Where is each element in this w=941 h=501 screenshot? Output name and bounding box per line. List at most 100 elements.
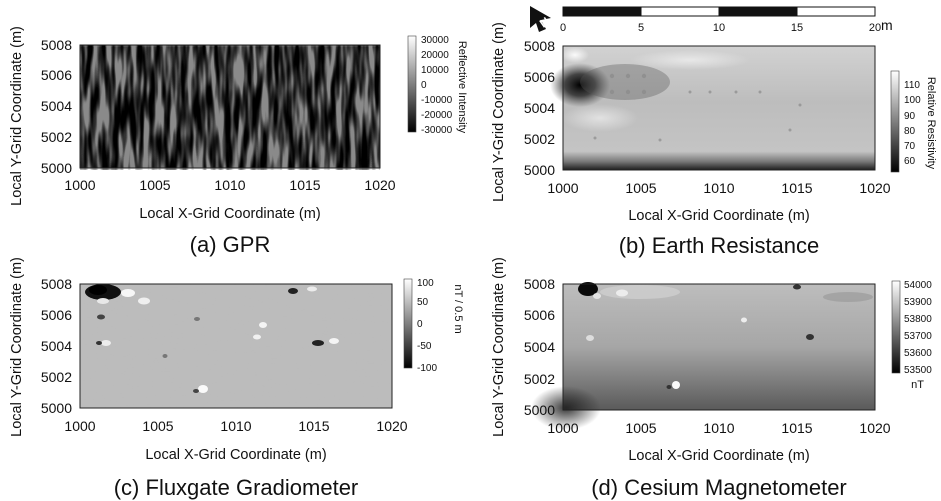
gpr-x-tick: 1010 [214,177,245,193]
fg-y-tick: 5004 [41,338,72,354]
er-colorbar-label: Relative Resistivity [925,77,937,170]
er-colorbar-tick: 60 [904,156,916,167]
gpr-plot-frame [79,44,381,169]
fg-y-tick: 5008 [41,276,72,292]
cs-colorbar-ramp [891,280,901,374]
er-y-tick: 5002 [524,131,555,147]
gpr-colorbar-tick: -20000 [421,110,453,121]
gpr-colorbar-tick: 20000 [421,50,449,61]
gpr-colorbar: 30000 20000 10000 0 -10000 -20000 -30000… [407,35,468,136]
fg-x-axis-label: Local X-Grid Coordinate (m) [145,447,326,463]
gpr-caption: (a) GPR [190,232,271,257]
er-scale-tick: 15 [791,22,803,34]
er-x-ticks: 1000 1005 1010 1015 1020 [547,180,890,196]
cs-x-ticks: 1000 1005 1010 1015 1020 [547,420,890,436]
gpr-heatmap [80,45,380,170]
er-x-tick: 1010 [703,180,734,196]
gpr-y-tick: 5004 [41,98,72,114]
er-scale-tick: 20 [869,22,881,34]
cs-caption: (d) Cesium Magnetometer [591,475,847,500]
fg-colorbar: 100 50 0 -50 -100 nT / 0.5 m [403,278,464,374]
gpr-colorbar-ramp [407,35,417,133]
fg-plot-frame [79,283,393,409]
fg-y-tick: 5006 [41,307,72,323]
gpr-colorbar-label: Reflective Intensity [456,41,468,134]
fg-colorbar-tick: 100 [417,278,434,289]
fg-y-tick: 5002 [41,369,72,385]
cs-x-tick: 1010 [703,420,734,436]
gpr-y-ticks: 5000 5002 5004 5006 5008 [41,37,72,176]
fg-x-ticks: 1000 1005 1010 1015 1020 [64,418,407,434]
er-y-tick: 5004 [524,100,555,116]
gpr-x-axis-label: Local X-Grid Coordinate (m) [139,206,320,222]
gpr-x-tick: 1005 [139,177,170,193]
gpr-y-tick: 5006 [41,67,72,83]
cs-y-tick: 5000 [524,402,555,418]
cs-heatmap [531,282,875,430]
cs-colorbar-label: nT [911,379,924,391]
er-plot-frame [562,45,876,171]
cs-colorbar: 54000 53900 53800 53700 53600 53500 nT [891,280,932,391]
fg-colorbar-label: nT / 0.5 m [452,284,464,333]
gpr-y-tick: 5008 [41,37,72,53]
fg-x-tick: 1020 [376,418,407,434]
cs-y-ticks: 5000 5002 5004 5006 5008 [524,276,555,418]
er-scale-tick: 5 [638,22,644,34]
gpr-x-tick: 1015 [289,177,320,193]
gpr-x-tick: 1020 [364,177,395,193]
er-y-tick: 5000 [524,162,555,178]
fg-y-tick: 5000 [41,400,72,416]
cs-colorbar-tick: 54000 [904,280,932,291]
gpr-colorbar-tick: 10000 [421,65,449,76]
er-scale-unit: m [881,17,893,33]
cs-x-tick: 1015 [781,420,812,436]
panel-cesium: 1000 1005 1010 1015 1020 5000 5002 5004 … [491,257,932,500]
fg-colorbar-tick: -50 [417,341,432,352]
er-scale-tick: 0 [560,22,566,34]
cs-colorbar-tick: 53900 [904,297,932,308]
cs-colorbar-tick: 53700 [904,331,932,342]
er-y-ticks: 5000 5002 5004 5006 5008 [524,38,555,178]
fg-x-tick: 1015 [298,418,329,434]
gpr-y-axis-label: Local Y-Grid Coordinate (m) [9,26,25,206]
er-y-tick: 5006 [524,69,555,85]
fg-y-axis-label: Local Y-Grid Coordinate (m) [9,257,25,437]
er-north-arrow: N [530,6,552,32]
cs-x-tick: 1005 [625,420,656,436]
er-x-tick: 1005 [625,180,656,196]
er-colorbar-tick: 70 [904,141,916,152]
gpr-colorbar-tick: 30000 [421,35,449,46]
gpr-y-tick: 5002 [41,129,72,145]
er-x-tick: 1015 [781,180,812,196]
er-colorbar-tick: 110 [904,80,920,91]
er-heatmap [550,46,875,170]
er-caption: (b) Earth Resistance [619,233,820,258]
fg-colorbar-tick: 0 [417,319,423,330]
cs-x-tick: 1020 [859,420,890,436]
gpr-colorbar-tick: -10000 [421,95,453,106]
cs-colorbar-tick: 53800 [904,314,932,325]
fg-colorbar-tick: 50 [417,297,429,308]
er-colorbar-tick: 90 [904,111,916,122]
panel-fluxgate: 1000 1005 1010 1015 1020 5000 5002 5004 … [9,257,464,500]
fg-x-tick: 1010 [220,418,251,434]
gpr-x-tick: 1000 [64,177,95,193]
panel-earth-resistance: N 0 5 10 15 20 m [491,6,937,258]
er-x-tick: 1000 [547,180,578,196]
cs-y-axis-label: Local Y-Grid Coordinate (m) [491,257,507,437]
panel-gpr: 1000 1005 1010 1015 1020 5000 5002 5004 … [9,26,468,257]
cs-x-axis-label: Local X-Grid Coordinate (m) [628,448,809,464]
cs-y-tick: 5006 [524,307,555,323]
cs-y-tick: 5002 [524,371,555,387]
er-scale-bar: 0 5 10 15 20 m [560,6,893,34]
gpr-x-ticks: 1000 1005 1010 1015 1020 [64,177,395,193]
cs-colorbar-tick: 53600 [904,348,932,359]
gpr-colorbar-tick: -30000 [421,125,453,136]
fg-caption: (c) Fluxgate Gradiometer [114,475,359,500]
cs-y-tick: 5008 [524,276,555,292]
cs-x-tick: 1000 [547,420,578,436]
cs-y-tick: 5004 [524,339,555,355]
er-colorbar-tick: 100 [904,95,921,106]
gpr-colorbar-tick: 0 [421,80,427,91]
